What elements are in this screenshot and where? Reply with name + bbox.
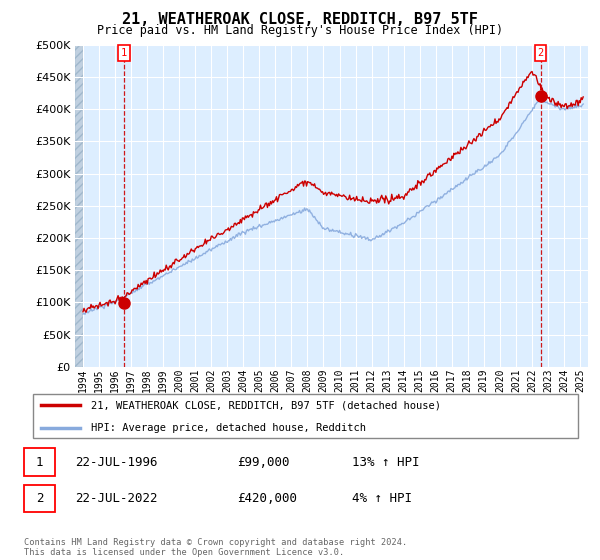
Text: £420,000: £420,000 [237,492,297,505]
Text: 22-JUL-1996: 22-JUL-1996 [76,455,158,469]
Text: 2: 2 [538,48,544,58]
Text: 1: 1 [121,48,127,58]
Text: 21, WEATHEROAK CLOSE, REDDITCH, B97 5TF (detached house): 21, WEATHEROAK CLOSE, REDDITCH, B97 5TF … [91,400,441,410]
Text: 4% ↑ HPI: 4% ↑ HPI [352,492,412,505]
Text: 2: 2 [36,492,43,505]
Text: Contains HM Land Registry data © Crown copyright and database right 2024.
This d: Contains HM Land Registry data © Crown c… [24,538,407,557]
Text: 22-JUL-2022: 22-JUL-2022 [76,492,158,505]
FancyBboxPatch shape [33,394,578,438]
Text: 21, WEATHEROAK CLOSE, REDDITCH, B97 5TF: 21, WEATHEROAK CLOSE, REDDITCH, B97 5TF [122,12,478,27]
Text: 1: 1 [36,455,43,469]
Text: Price paid vs. HM Land Registry's House Price Index (HPI): Price paid vs. HM Land Registry's House … [97,24,503,36]
Text: 13% ↑ HPI: 13% ↑ HPI [352,455,419,469]
Polygon shape [75,45,83,367]
Text: HPI: Average price, detached house, Redditch: HPI: Average price, detached house, Redd… [91,423,366,433]
FancyBboxPatch shape [24,449,55,475]
Text: £99,000: £99,000 [237,455,289,469]
FancyBboxPatch shape [24,485,55,512]
